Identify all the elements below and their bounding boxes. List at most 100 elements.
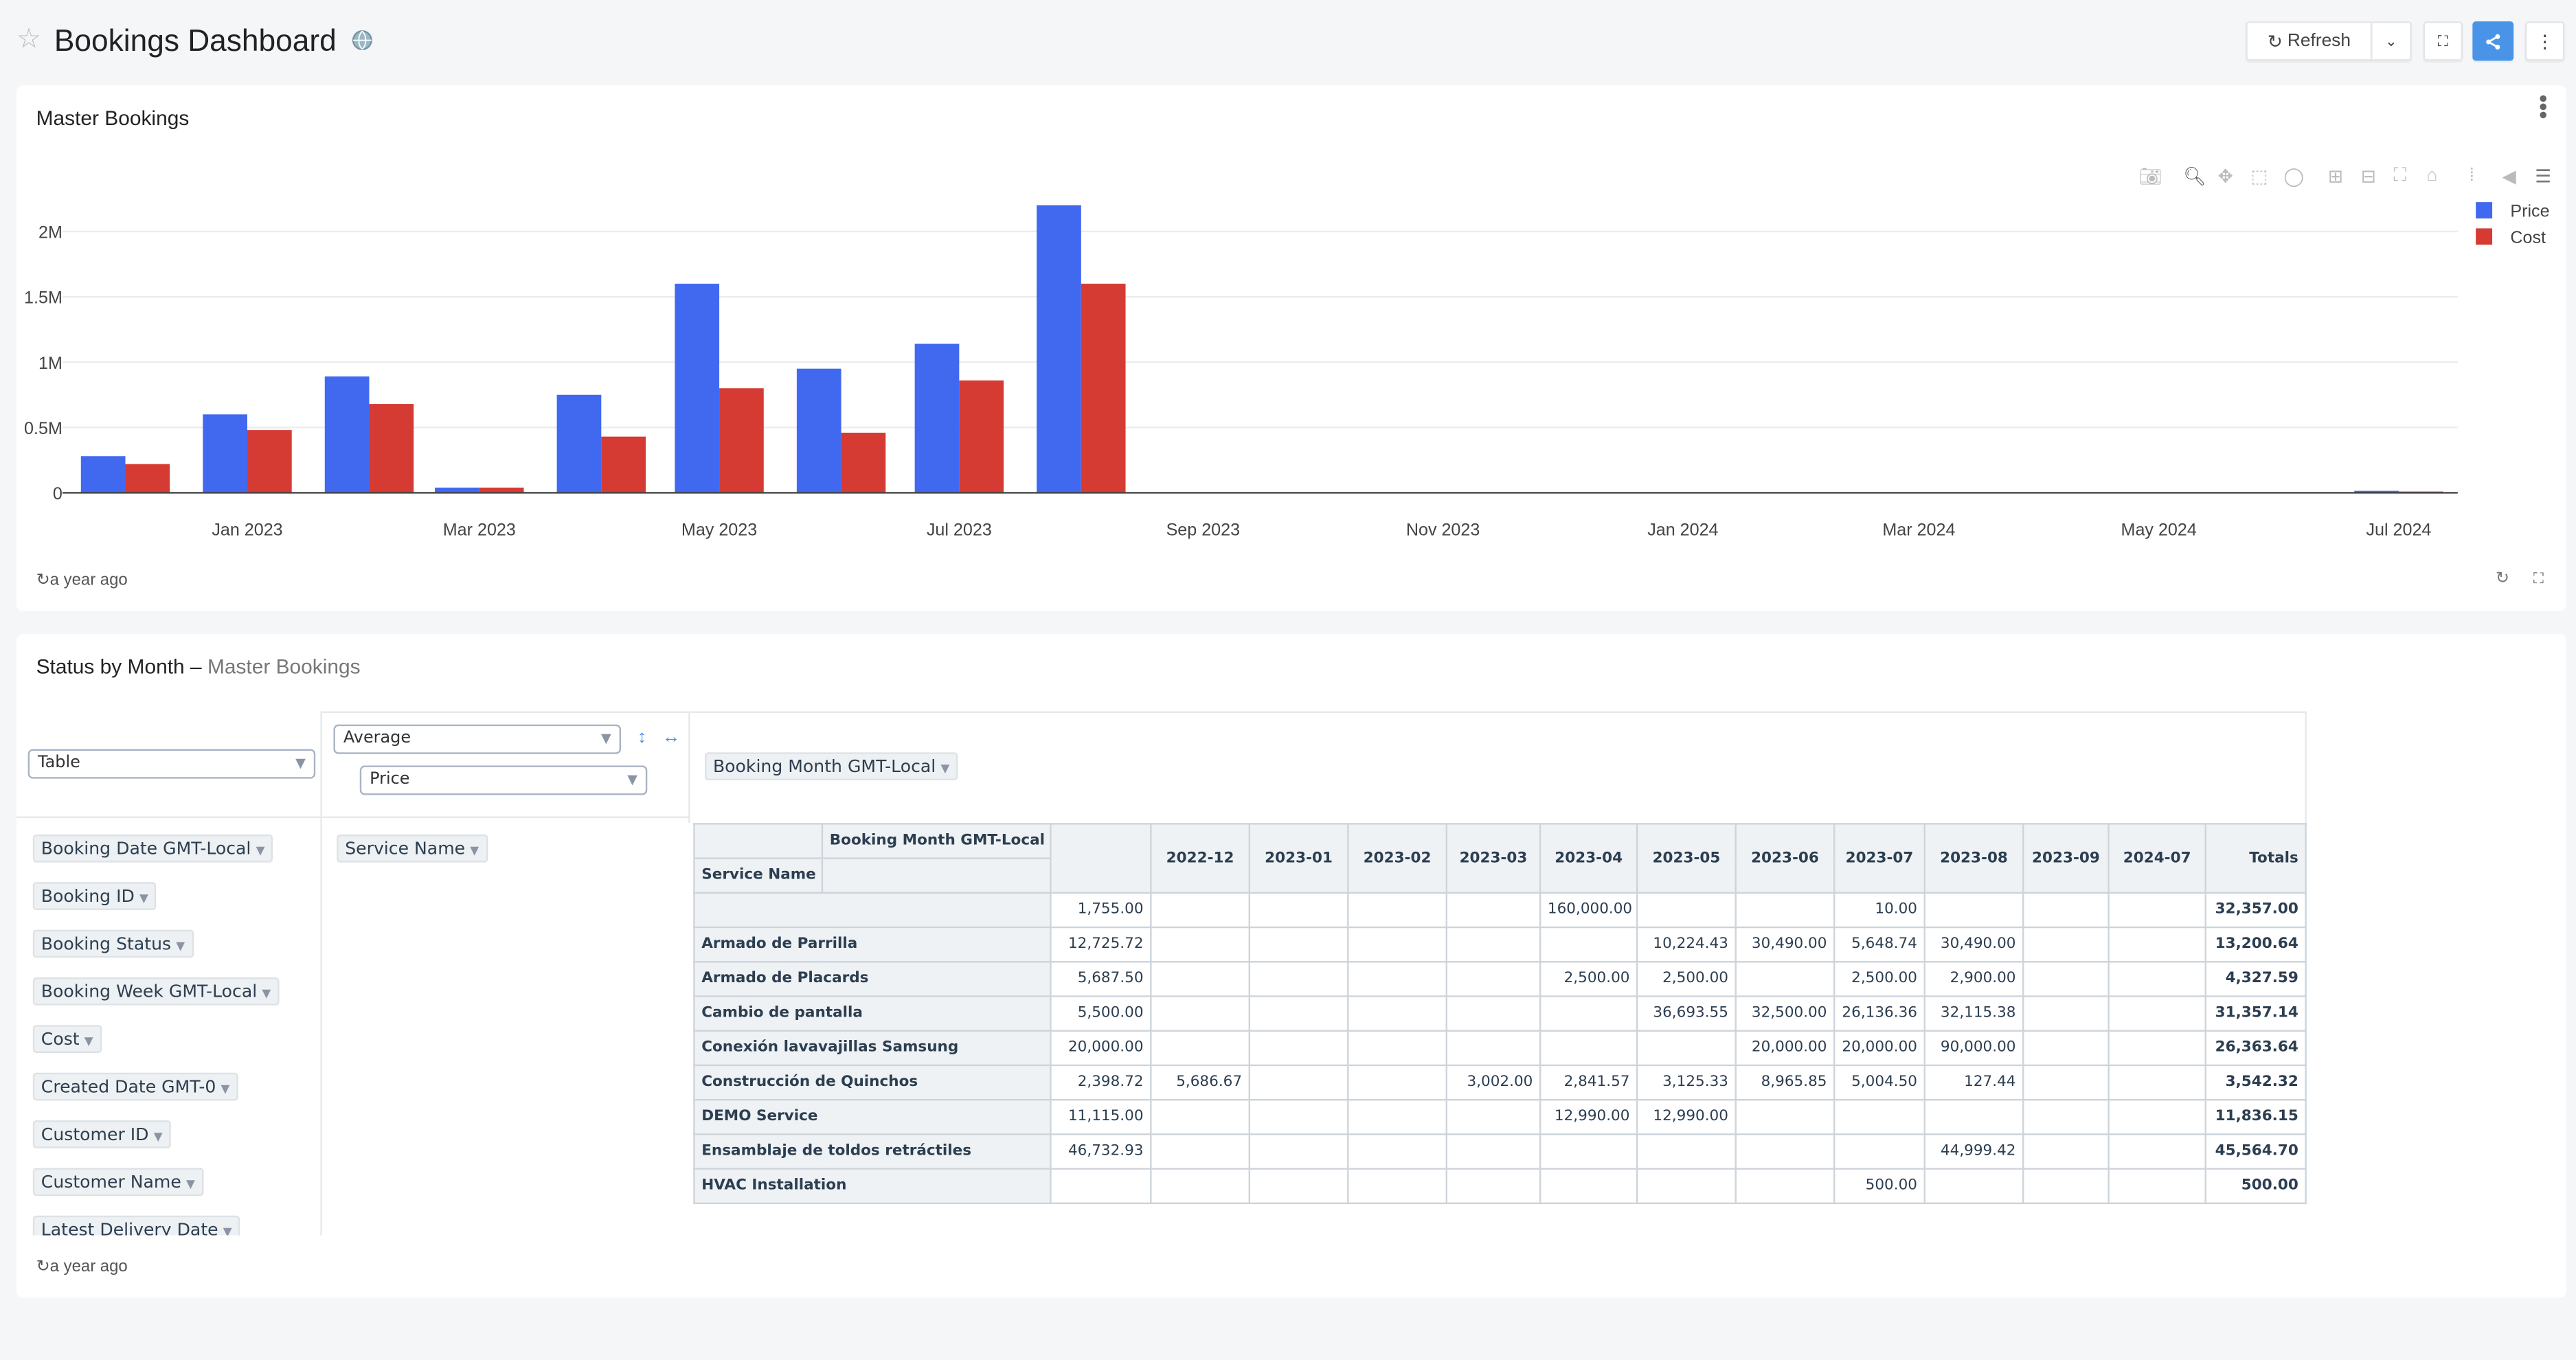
column-header[interactable]: 2023-05 [1636,823,1737,894]
bar-price [435,487,479,493]
table-cell: 4,327.59 [2204,961,2307,997]
table-cell [1347,995,1447,1032]
chevron-down-icon: ⌄ [2384,32,2397,49]
spike-lines-icon[interactable]: ⁞ [2469,166,2474,186]
table-cell: 30,490.00 [1923,926,2024,963]
camera-icon[interactable]: 📷︎ [2138,167,2162,188]
row-attr-pill[interactable]: Service Name ▼ [337,834,488,863]
row-label: Construcción de Quinchos [693,1064,1052,1101]
column-header[interactable]: 2023-01 [1248,823,1349,894]
attribute-pill[interactable]: Booking Status ▼ [32,929,194,958]
bar-price [675,284,720,493]
attribute-pill[interactable]: Booking ID ▼ [32,882,157,910]
more-vertical-icon: ⋮ [2535,32,2554,52]
table-cell [1347,1168,1447,1205]
table-cell [1150,1168,1251,1205]
more-options-button[interactable]: ⋮ [2524,21,2565,61]
table-cell [1735,1133,1835,1170]
attribute-pill[interactable]: Latest Delivery Date ▼ [32,1215,240,1236]
row-order-icon[interactable]: ↕ [637,727,647,748]
caret-down-icon: ▼ [256,844,265,858]
table-cell [1248,926,1349,963]
renderer-select[interactable]: Table ▼ [27,749,316,779]
fullscreen-chart-icon[interactable]: ⛶ [2533,569,2544,587]
table-cell [2022,892,2110,929]
x-tick-label: Jul 2023 [927,521,992,540]
hover-closest-icon[interactable]: ◀ [2502,167,2516,188]
caret-down-icon: ▼ [176,939,185,953]
column-header[interactable]: 2023-04 [1539,823,1638,894]
bar-cost [125,464,170,493]
table-cell: 500.00 [2204,1168,2307,1205]
table-cell [2108,1098,2206,1135]
table-cell [1445,961,1541,997]
column-header[interactable]: 2023-08 [1923,823,2024,894]
table-cell [1347,1098,1447,1135]
table-cell [1636,1168,1737,1205]
table-cell: 20,000.00 [1735,1030,1835,1067]
home-icon[interactable]: ⌂ [2426,166,2438,186]
share-button[interactable] [2472,21,2514,61]
header-row: Booking Month GMT-Local 2022-12 2023-01 202… [693,823,2307,894]
table-cell: 12,990.00 [1539,1098,1638,1135]
column-header[interactable]: 2023-02 [1347,823,1447,894]
favorite-star-icon[interactable]: ☆ [16,23,42,54]
table-cell: 2,900.00 [1923,961,2024,997]
column-header[interactable]: 2022-12 [1150,823,1251,894]
lasso-icon[interactable]: ◯ [2283,167,2304,188]
table-cell [1150,1133,1251,1170]
caret-down-icon: ▼ [223,1225,232,1236]
attribute-pill[interactable]: Booking Date GMT-Local ▼ [32,834,273,863]
legend-label: Cost [2510,228,2546,247]
column-header[interactable]: 2024-07 [2108,823,2206,894]
refresh-button[interactable]: ↻ Refresh [2246,21,2371,61]
table-row: HVAC Installation 500.00 500.00 [693,1168,2307,1205]
globe-icon [352,30,372,51]
table-cell [2108,926,2206,963]
caret-down-icon: ▼ [262,987,271,1001]
table-cell: 32,357.00 [2204,892,2307,929]
column-header[interactable]: Totals [2204,823,2307,894]
table-cell: 46,732.93 [1050,1133,1152,1170]
table-cell [2108,1030,2206,1067]
aggregator-select[interactable]: Average ▼ [333,724,622,754]
box-select-icon[interactable]: ⬚ [2250,167,2268,188]
column-header[interactable]: 2023-07 [1833,823,1925,894]
table-cell [1735,1098,1835,1135]
table-cell: 45,564.70 [2204,1133,2307,1170]
table-cell: 10,224.43 [1636,926,1737,963]
table-cell: 44,999.42 [1923,1133,2024,1170]
hover-compare-icon[interactable]: ☰ [2535,167,2551,188]
attribute-pill[interactable]: Customer Name ▼ [32,1168,203,1197]
row-label [693,892,1052,929]
autoscale-icon[interactable]: ⛶ [2393,166,2406,186]
attribute-pill[interactable]: Booking Week GMT-Local ▼ [32,977,280,1006]
table-cell [1248,1168,1349,1205]
fullscreen-button[interactable]: ⛶ [2423,21,2463,61]
zoom-out-icon[interactable]: ⊟ [2360,167,2376,188]
column-header[interactable] [1050,823,1152,894]
pan-icon[interactable]: ✥ [2217,167,2233,188]
zoom-icon[interactable]: 🔍︎ [2183,167,2206,188]
value-field-select[interactable]: Price ▼ [359,765,648,795]
table-cell [2022,1133,2110,1170]
refresh-options-dropdown[interactable]: ⌄ [2371,21,2412,61]
card-menu-icon[interactable] [2537,95,2550,122]
attribute-pill[interactable]: Cost ▼ [32,1025,102,1054]
row-label: Armado de Parrilla [693,926,1052,963]
column-header[interactable]: 2023-06 [1735,823,1835,894]
table-cell [1539,995,1638,1032]
refresh-chart-icon[interactable]: ↻ [2495,569,2509,589]
column-header[interactable]: 2023-03 [1445,823,1541,894]
table-cell [1347,961,1447,997]
col-attr-pill[interactable]: Booking Month GMT-Local ▼ [704,752,958,781]
attribute-pill[interactable]: Customer ID ▼ [32,1120,171,1148]
attribute-pill[interactable]: Created Date GMT-0 ▼ [32,1072,238,1101]
table-cell: 2,500.00 [1636,961,1737,997]
zoom-in-icon[interactable]: ⊞ [2327,167,2343,188]
row-label: Conexión lavavajillas Samsung [693,1030,1052,1067]
col-order-icon[interactable]: ↔ [662,727,681,748]
column-header[interactable]: 2023-09 [2022,823,2110,894]
table-cell: 5,686.67 [1150,1064,1251,1101]
